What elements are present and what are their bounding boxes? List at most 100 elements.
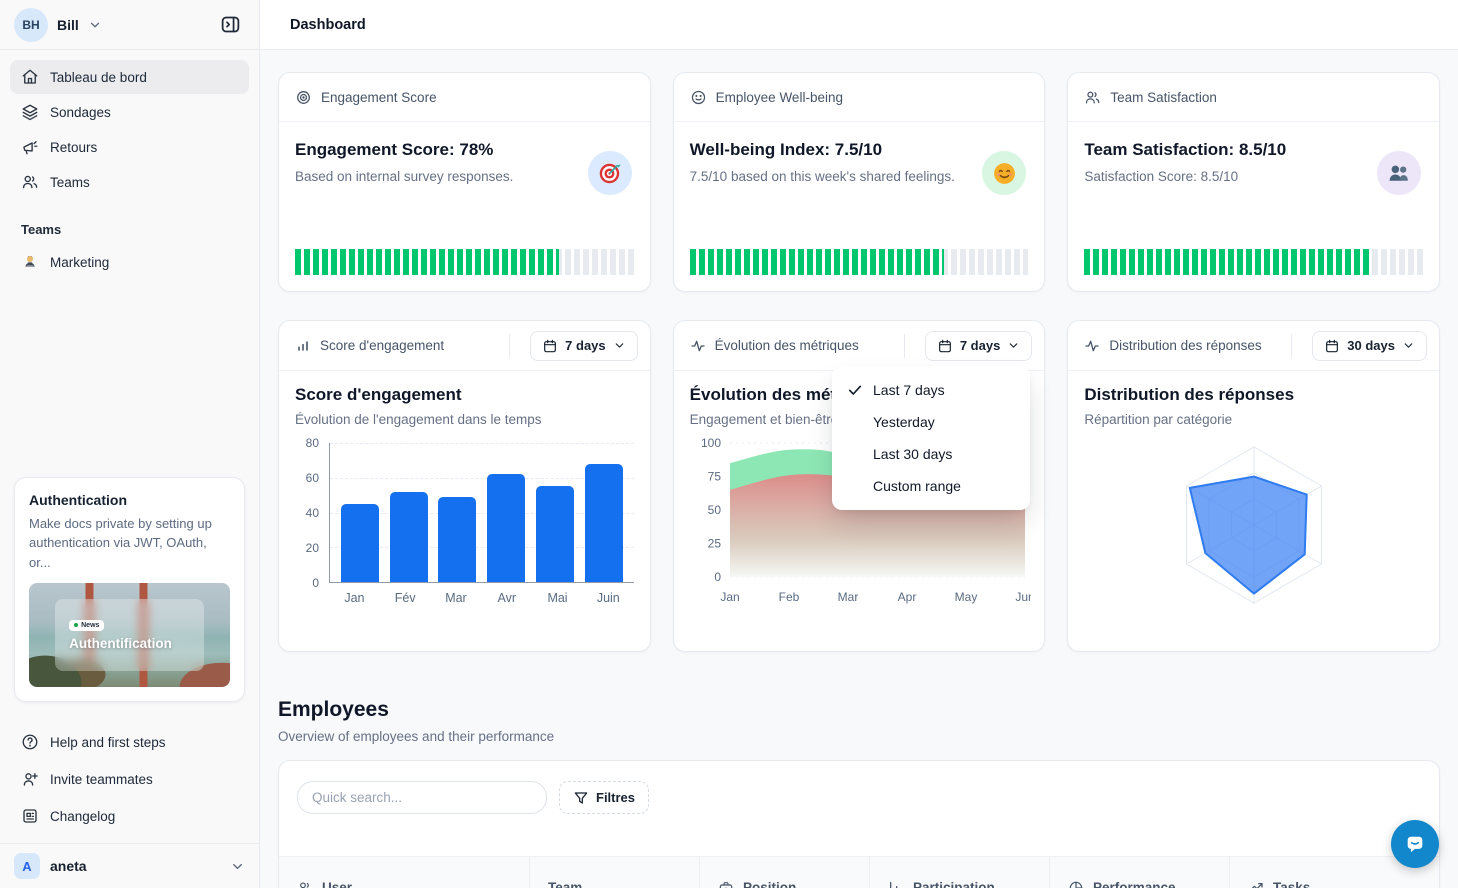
chart-title: Score d'engagement: [295, 385, 462, 404]
sidebar-item-teams[interactable]: Teams: [10, 165, 249, 199]
activity-icon: [1084, 338, 1100, 354]
chevron-down-icon: [1009, 343, 1018, 348]
employees-table-card: Filtres User Team Position Participation: [278, 760, 1440, 888]
sidebar-item-surveys[interactable]: Sondages: [10, 95, 249, 129]
filters-button[interactable]: Filtres: [559, 781, 650, 814]
sidebar-item-label: Sondages: [50, 104, 111, 120]
chevron-down-icon[interactable]: [88, 18, 102, 32]
user-plus-icon: [21, 770, 39, 788]
range-selector-button[interactable]: 7 days: [924, 330, 1033, 361]
smile-icon: [690, 89, 707, 106]
divider: [903, 333, 905, 358]
svg-text:25: 25: [707, 537, 721, 551]
check-icon: [848, 385, 862, 395]
target-dart-emoji: [587, 151, 632, 195]
employees-subtitle: Overview of employees and their performa…: [278, 729, 555, 744]
users-icon: [300, 881, 309, 888]
bar-chart-plot: [329, 443, 634, 583]
column-header-team[interactable]: Team: [529, 857, 699, 888]
authentication-promo-card[interactable]: Authentication Make docs private by sett…: [14, 476, 245, 702]
stat-subtitle: Satisfaction Score: 8.5/10: [1084, 169, 1239, 184]
sidebar: BH Bill Tableau de bord Sondages Retou: [0, 0, 260, 888]
response-distribution-chart-card: Distribution des réponses 30 days Distri…: [1067, 320, 1440, 652]
progress-fill: [1084, 249, 1373, 275]
workspace-name: aneta: [50, 858, 87, 874]
teams-list: Marketing: [0, 243, 259, 290]
menu-item-yesterday[interactable]: Yesterday: [873, 414, 935, 430]
column-header-participation[interactable]: Participation: [869, 857, 1049, 888]
column-header-performance[interactable]: Performance: [1049, 857, 1229, 888]
card-header-label: Distribution des réponses: [1109, 338, 1262, 353]
smiling-face-emoji: [982, 151, 1027, 195]
sidebar-footer: Help and first steps Invite teammates Ch…: [0, 718, 259, 835]
chart-subtitle: Évolution de l'engagement dans le temps: [295, 412, 542, 427]
column-header-position[interactable]: Position: [699, 857, 869, 888]
user-avatar[interactable]: BH: [14, 7, 48, 42]
calendar-icon: [544, 339, 557, 352]
svg-text:Jan: Jan: [720, 590, 739, 604]
promo-image: News Authentification: [29, 583, 230, 687]
search-input[interactable]: [297, 781, 547, 814]
progress-bar: [295, 249, 634, 275]
range-selector-button[interactable]: 7 days: [530, 330, 638, 361]
chart-title: Distribution des réponses: [1084, 385, 1295, 404]
chart-subtitle: Engagement et bien-être: [689, 412, 839, 427]
svg-text:75: 75: [707, 470, 721, 484]
bar-chart-x-axis: Jan Fév Mar Avr Mai Juin: [344, 591, 620, 605]
chat-bubble-icon: [1407, 836, 1423, 853]
sidebar-header: BH Bill: [0, 0, 259, 50]
chevron-down-icon: [615, 343, 624, 348]
sidebar-item-label: Teams: [50, 174, 90, 190]
stat-subtitle: Based on internal survey responses.: [295, 169, 514, 184]
chat-launcher-button[interactable]: [1391, 820, 1439, 868]
workspace-switcher[interactable]: A aneta: [0, 843, 259, 888]
range-selector-button[interactable]: 30 days: [1312, 330, 1427, 361]
sidebar-item-label: Help and first steps: [50, 734, 166, 750]
column-header-user[interactable]: User: [279, 857, 529, 888]
sidebar-item-dashboard[interactable]: Tableau de bord: [10, 60, 249, 94]
employees-title: Employees: [278, 698, 389, 721]
card-header-label: Team Satisfaction: [1110, 89, 1217, 105]
chart-subtitle: Répartition par catégorie: [1084, 412, 1233, 427]
stat-subtitle: 7.5/10 based on this week's shared feeli…: [689, 169, 955, 184]
bar-chart-axis-icon: [890, 881, 901, 888]
user-name[interactable]: Bill: [57, 16, 79, 33]
chevron-down-icon: [1404, 343, 1413, 348]
divider: [509, 333, 511, 358]
trend-up-icon: [1251, 882, 1263, 888]
progress-fill: [689, 249, 944, 275]
svg-text:100: 100: [701, 436, 721, 450]
svg-text:Mar: Mar: [837, 590, 858, 604]
menu-item-custom-range[interactable]: Custom range: [873, 478, 961, 494]
calendar-icon: [938, 339, 951, 352]
menu-item-last-30-days[interactable]: Last 30 days: [873, 446, 953, 462]
teams-section-label: Teams: [21, 222, 62, 237]
stat-title: Team Satisfaction: 8.5/10: [1084, 140, 1287, 159]
promo-body: Make docs private by setting up authenti…: [29, 515, 212, 570]
sidebar-item-team-marketing[interactable]: Marketing: [10, 245, 249, 279]
column-header-tasks[interactable]: Tasks: [1229, 857, 1439, 888]
changelog[interactable]: Changelog: [10, 798, 249, 834]
svg-text:Feb: Feb: [778, 590, 799, 604]
users-icon: [21, 173, 39, 191]
table-header-row: User Team Position Participation Perform…: [279, 856, 1439, 888]
chevron-down-icon: [230, 859, 245, 874]
users-icon: [1084, 89, 1101, 106]
bar-chart: 80 60 40 20 0: [295, 436, 634, 590]
funnel-icon: [574, 791, 588, 804]
svg-text:Apr: Apr: [897, 590, 916, 604]
news-badge: News: [69, 619, 105, 631]
sidebar-item-label: Tableau de bord: [50, 69, 147, 85]
card-header-label: Engagement Score: [321, 89, 437, 105]
newspaper-icon: [21, 807, 39, 825]
help-and-first-steps[interactable]: Help and first steps: [10, 724, 249, 760]
menu-item-last-7-days[interactable]: Last 7 days: [832, 374, 1030, 406]
help-circle-icon: [21, 733, 39, 751]
promo-title: Authentication: [29, 491, 127, 508]
collapse-sidebar-button[interactable]: [215, 10, 245, 40]
svg-text:50: 50: [707, 503, 721, 517]
invite-teammates[interactable]: Invite teammates: [10, 761, 249, 797]
employee-wellbeing-card: Employee Well-being Well-being Index: 7.…: [672, 72, 1046, 292]
sidebar-item-feedback[interactable]: Retours: [10, 130, 249, 164]
activity-icon: [690, 338, 706, 354]
